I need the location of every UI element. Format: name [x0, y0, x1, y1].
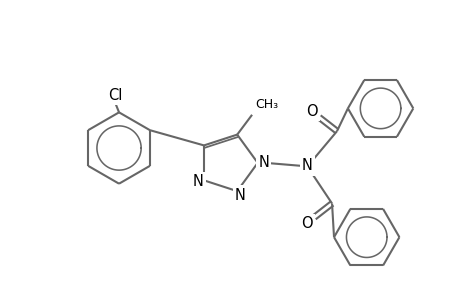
Text: N: N: [257, 155, 269, 170]
Text: Cl: Cl: [108, 88, 122, 103]
Text: N: N: [192, 174, 203, 189]
Text: O: O: [306, 104, 317, 119]
Text: CH₃: CH₃: [254, 98, 278, 111]
Text: N: N: [234, 188, 245, 202]
Text: O: O: [301, 216, 313, 231]
Text: N: N: [301, 158, 312, 173]
